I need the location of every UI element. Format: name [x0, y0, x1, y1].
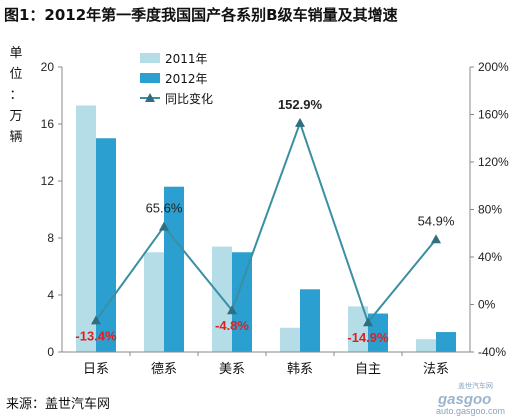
bar-2011-5 — [416, 339, 436, 352]
bar-2011-0 — [76, 105, 96, 352]
svg-text:auto.gasgoo.com: auto.gasgoo.com — [436, 406, 505, 416]
bar-2012-5 — [436, 332, 456, 352]
line-marker-2 — [227, 305, 237, 315]
bar-2012-0 — [96, 138, 116, 352]
x-tick-label: 韩系 — [287, 362, 313, 377]
y-tick-label: 20 — [41, 60, 55, 74]
y2-tick-label: 80% — [478, 203, 502, 217]
bar-2011-4 — [348, 306, 368, 352]
svg-text:盖世汽车网: 盖世汽车网 — [458, 381, 493, 390]
data-label-1: 65.6% — [146, 201, 183, 216]
line-marker-3 — [295, 117, 305, 127]
y-tick-label: 4 — [47, 288, 54, 302]
line-marker-4 — [363, 317, 373, 327]
bar-2012-2 — [232, 252, 252, 352]
data-label-2: -4.8% — [215, 318, 249, 333]
y2-tick-label: 200% — [478, 60, 509, 74]
legend-label-2: 同比变化 — [165, 91, 213, 106]
data-label-4: -14.9% — [347, 330, 389, 345]
bar-2012-1 — [164, 186, 184, 352]
line-marker-5 — [431, 234, 441, 244]
data-label-0: -13.4% — [75, 328, 117, 343]
x-tick-label: 日系 — [83, 362, 109, 377]
y2-tick-label: 160% — [478, 108, 509, 122]
y-axis-label: 单位 ： 万辆 — [9, 46, 22, 145]
bar-2011-1 — [144, 252, 164, 352]
data-label-5: 54.9% — [418, 213, 455, 228]
svg-text:位: 位 — [9, 67, 22, 82]
x-tick-label: 德系 — [151, 362, 177, 377]
y-tick-label: 16 — [41, 117, 55, 131]
legend-label-1: 2012年 — [165, 72, 208, 86]
y2-tick-label: 0% — [478, 298, 496, 312]
legend-swatch-2 — [145, 93, 155, 102]
data-label-3: 152.9% — [278, 97, 323, 112]
svg-text:单: 单 — [9, 46, 22, 61]
y2-tick-label: 120% — [478, 155, 509, 169]
bar-2011-3 — [280, 327, 300, 352]
legend-label-0: 2011年 — [165, 52, 208, 66]
line-yoy-change — [95, 119, 437, 325]
svg-text:gasgoo: gasgoo — [437, 391, 491, 408]
legend-swatch-1 — [140, 73, 160, 83]
y-tick-label: 12 — [41, 174, 55, 188]
y2-tick-label: -40% — [478, 345, 506, 359]
line-marker-1 — [159, 221, 169, 231]
y-tick-label: 8 — [47, 231, 54, 245]
svg-text:万: 万 — [9, 109, 22, 124]
legend-swatch-0 — [140, 53, 160, 63]
y2-tick-label: 40% — [478, 250, 502, 264]
watermark-logo: 盖世汽车网 gasgoo auto.gasgoo.com — [436, 381, 505, 416]
svg-text:辆: 辆 — [9, 130, 22, 145]
x-tick-label: 自主 — [355, 362, 381, 377]
source-note: 来源：盖世汽车网 — [6, 396, 110, 412]
chart-title: 图1：2012年第一季度我国国产各系别B级车销量及其增速 — [4, 6, 398, 24]
x-tick-label: 美系 — [219, 362, 245, 377]
y-tick-label: 0 — [47, 345, 54, 359]
svg-text:：: ： — [9, 88, 22, 103]
line-marker-0 — [91, 315, 101, 325]
x-tick-label: 法系 — [423, 362, 449, 377]
bar-2012-4 — [368, 313, 388, 352]
bar-2012-3 — [300, 289, 320, 352]
